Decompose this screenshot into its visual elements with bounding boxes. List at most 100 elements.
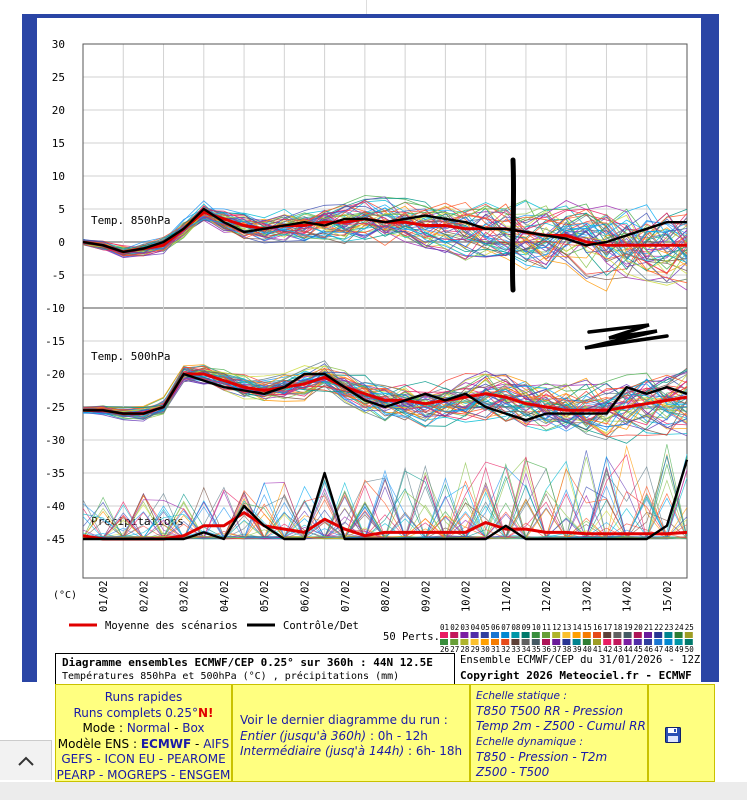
member-number: 35	[532, 645, 541, 654]
member-swatch	[674, 639, 683, 645]
member-number: 12	[552, 623, 561, 632]
member-number: 38	[562, 645, 572, 654]
member-swatch	[460, 632, 469, 638]
member-swatch	[593, 639, 601, 645]
full-run-label: Entier (jusqu'à 360h)	[240, 728, 367, 743]
x-tick-label: 04/02	[219, 580, 231, 612]
member-swatch	[593, 632, 601, 638]
member-number: 02	[450, 623, 459, 632]
model-aifs-link[interactable]: AIFS	[203, 736, 230, 751]
model-links-row-2[interactable]: PEARP - MOGREPS - ENSGEM	[56, 767, 231, 782]
member-swatch	[633, 632, 642, 638]
member-number: 33	[511, 645, 520, 654]
model-label: Modèle ENS :	[57, 736, 141, 751]
x-tick-label: 06/02	[299, 580, 311, 612]
left-tick-label: -15	[45, 335, 65, 348]
member-swatch	[440, 632, 448, 638]
member-swatch	[664, 632, 673, 638]
model-ecmwf-link[interactable]: ECMWF	[140, 736, 192, 751]
last-run-panel: Voir le dernier diagramme du run : Entie…	[232, 684, 470, 782]
member-number: 17	[603, 623, 612, 632]
dynamic-scale-row-2[interactable]: Z500 - T500	[476, 765, 550, 780]
member-number: 01	[440, 623, 449, 632]
control-line-850	[82, 207, 687, 254]
floppy-disk-icon[interactable]	[665, 727, 681, 743]
member-number: 37	[552, 645, 561, 654]
plot-border	[82, 43, 688, 579]
member-number: 34	[522, 645, 532, 654]
panel-label-850: Temp. 850hPa	[91, 214, 170, 227]
member-swatch	[644, 632, 652, 638]
member-swatch	[654, 639, 663, 645]
member-number: 14	[573, 623, 583, 632]
ensemble-member-line	[82, 360, 688, 425]
member-number: 15	[583, 623, 592, 632]
dynamic-scale-heading: Echelle dynamique :	[476, 735, 583, 748]
new-badge: N!	[198, 705, 214, 720]
intermediate-run-hours-link[interactable]: : 6h- 18h	[404, 744, 463, 758]
member-number: 41	[593, 645, 602, 654]
model-links-row-1[interactable]: GEFS - ICON EU - PEAROME	[61, 752, 226, 766]
full-runs-link[interactable]: Runs complets 0.25°	[73, 705, 198, 720]
x-tick-label: 03/02	[179, 580, 191, 612]
static-scale-row-1[interactable]: T850 T500 RR - Pression	[476, 704, 624, 719]
member-number: 09	[522, 623, 531, 632]
control-line-500	[83, 372, 688, 422]
left-tick-label: 0	[58, 236, 65, 249]
ensemble-member-line	[82, 369, 688, 427]
scroll-up-button[interactable]	[0, 740, 52, 780]
handwritten-scribble-mark	[584, 323, 669, 350]
legend-mean-label: Moyenne des scénarios	[105, 620, 238, 632]
mode-normal-link[interactable]: Normal	[126, 721, 171, 735]
chart-caption: Diagramme ensembles ECMWF/CEP 0.25° sur …	[55, 653, 455, 685]
member-number: 26	[440, 645, 450, 654]
fast-runs-link[interactable]: Runs rapides	[104, 690, 183, 704]
member-swatch	[562, 639, 571, 645]
ensemble-chart: 302520151050-5-10-15-20-25-30-35-40-4575…	[45, 38, 694, 654]
copyright-text: Copyright 2026 Meteociel.fr - ECMWF	[460, 669, 692, 682]
member-number: 30	[481, 645, 491, 654]
panel-label-500: Temp. 500hPa	[91, 350, 170, 363]
member-number: 16	[593, 623, 603, 632]
legend-control-label: Contrôle/Det	[283, 620, 359, 632]
member-number: 10	[532, 623, 542, 632]
member-number: 19	[624, 623, 633, 632]
member-swatch	[460, 639, 469, 645]
x-tick-label: 14/02	[622, 580, 634, 612]
scale-panel: Echelle statique : T850 T500 RR - Pressi…	[470, 684, 648, 782]
member-swatch	[542, 639, 550, 645]
x-tick-label: 13/02	[581, 580, 593, 612]
ensemble-run-label: Ensemble ECMWF/CEP du 31/01/2026 - 12Z	[460, 654, 701, 666]
member-swatch	[491, 639, 499, 645]
member-number: 45	[634, 645, 643, 654]
x-tick-label: 07/02	[340, 580, 352, 612]
last-run-heading: Voir le dernier diagramme du run :	[240, 713, 448, 727]
chart-subtitle: Températures 850hPa et 500hPa (°C) , pré…	[62, 671, 400, 682]
left-tick-label: -20	[45, 368, 65, 381]
dynamic-scale-row-1[interactable]: T850 - Pression - T2m	[476, 749, 608, 764]
members-label: 50 Perts.	[383, 631, 440, 643]
member-swatch	[582, 632, 591, 638]
member-number: 18	[613, 623, 623, 632]
member-swatch	[440, 639, 448, 645]
member-number: 24	[675, 623, 685, 632]
x-tick-label: 11/02	[501, 580, 513, 612]
static-scale-heading: Echelle statique :	[476, 690, 567, 702]
member-swatch	[623, 632, 632, 638]
mode-box-link[interactable]: Box	[182, 721, 205, 735]
intermediate-run-label: Intermédiaire (jusq'à 144h)	[240, 744, 405, 758]
member-number: 13	[562, 623, 571, 632]
ensemble-member-line	[82, 377, 688, 426]
member-number: 43	[613, 645, 622, 654]
member-swatch	[542, 632, 550, 638]
left-tick-label: 30	[52, 38, 65, 51]
static-scale-row-2[interactable]: Temp 2m - Z500 - Cumul RR	[476, 719, 646, 734]
control-line-precip	[83, 459, 689, 541]
x-tick-label: 02/02	[138, 580, 150, 612]
run-options-panel: Runs rapides Runs complets 0.25°N! Mode …	[55, 684, 232, 782]
member-number: 47	[654, 645, 663, 654]
full-run-hours-link[interactable]: : 0h - 12h	[366, 728, 428, 743]
member-number: 32	[501, 645, 510, 654]
member-swatch	[664, 639, 673, 645]
browser-bottom-bar	[0, 782, 747, 800]
